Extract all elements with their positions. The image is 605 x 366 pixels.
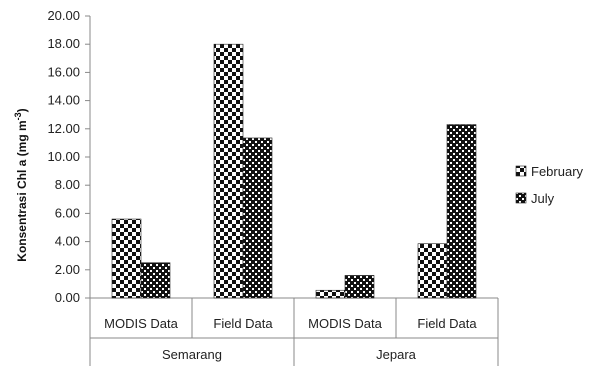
y-tick-label: 16.00	[47, 64, 80, 79]
y-tick-label: 18.00	[47, 36, 80, 51]
y-tick-label: 10.00	[47, 149, 80, 164]
bar-july-1	[242, 137, 273, 299]
svg-text:Konsentrasi Chl a (mg m-3): Konsentrasi Chl a (mg m-3)	[13, 108, 29, 261]
bar-july-2	[344, 275, 375, 299]
y-tick-label: 12.00	[47, 121, 80, 136]
y-axis-label: Konsentrasi Chl a (mg m	[15, 120, 29, 261]
legend-swatch-february	[515, 165, 527, 177]
group-labels: Semarang Jepara	[162, 347, 417, 362]
axes	[89, 16, 499, 366]
y-tick-label: 2.00	[55, 262, 80, 277]
y-tick-label: 20.00	[47, 8, 80, 23]
bar-february-1	[213, 43, 244, 299]
x-category-label: MODIS Data	[308, 316, 382, 331]
y-tick-label: 6.00	[55, 205, 80, 220]
bars	[111, 43, 477, 299]
y-axis-label-close: )	[15, 108, 29, 112]
y-tick-label: 4.00	[55, 234, 80, 249]
legend-label-july: July	[531, 191, 555, 206]
y-tick-label: 14.00	[47, 93, 80, 108]
legend-label-february: February	[531, 164, 584, 179]
bar-july-3	[446, 124, 477, 299]
legend: February July	[515, 164, 584, 206]
y-tick-label: 8.00	[55, 177, 80, 192]
y-axis-title: Konsentrasi Chl a (mg m-3)	[13, 108, 29, 261]
bar-february-3	[417, 243, 448, 299]
bar-february-2	[315, 289, 346, 299]
y-axis-ticks: 0.00 2.00 4.00 6.00 8.00 10.00 12.00 14.00 16.00…	[47, 8, 90, 305]
x-category-label: Field Data	[417, 316, 477, 331]
x-group-label: Jepara	[376, 347, 417, 362]
bar-july-0	[140, 262, 171, 299]
legend-swatch-july	[515, 192, 527, 204]
y-tick-label: 0.00	[55, 290, 80, 305]
y-axis-label-superscript: -3	[13, 112, 23, 120]
x-category-label: MODIS Data	[104, 316, 178, 331]
x-category-label: Field Data	[213, 316, 273, 331]
x-group-label: Semarang	[162, 347, 222, 362]
category-labels: MODIS Data Field Data MODIS Data Field Data	[104, 316, 477, 331]
bar-february-0	[111, 218, 142, 299]
